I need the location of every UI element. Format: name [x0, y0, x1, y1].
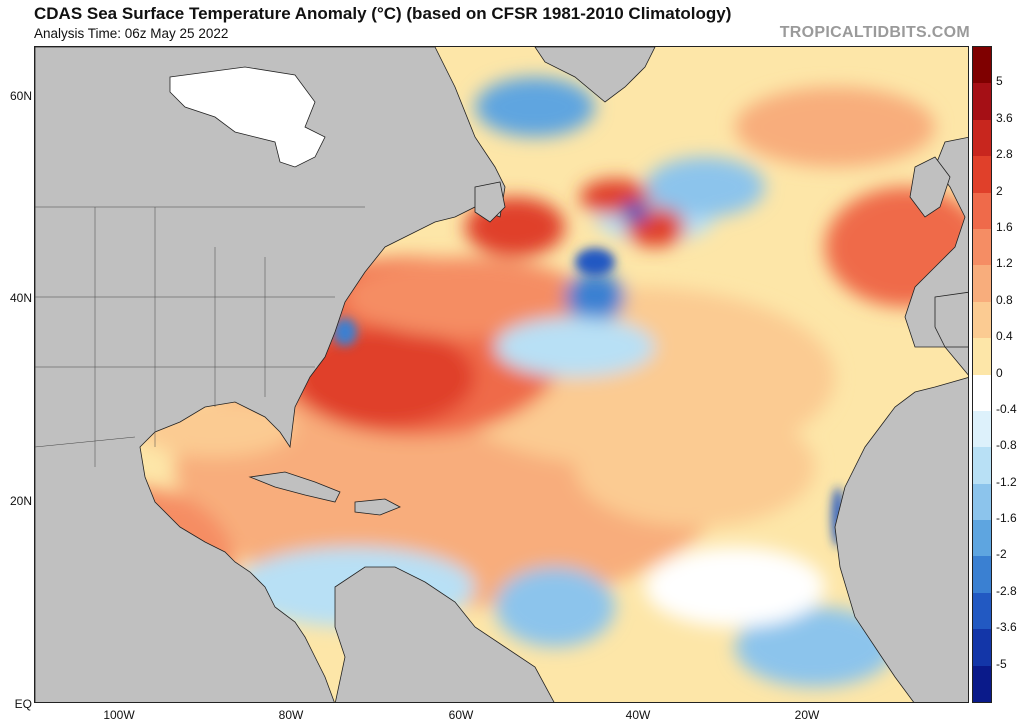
- colorbar-swatch: [973, 520, 991, 557]
- colorbar-swatch: [973, 338, 991, 375]
- africa-landmass: [834, 377, 968, 702]
- newfoundland: [474, 181, 506, 223]
- greenland-landmass: [534, 47, 656, 103]
- colorbar-tick-label: -5: [996, 656, 1007, 671]
- colorbar-tick-label: 0.4: [996, 329, 1013, 344]
- colorbar-swatch: [973, 665, 991, 703]
- watermark: TROPICALTIDBITS.COM: [779, 24, 970, 41]
- colorbar-swatch: [973, 374, 991, 412]
- colorbar-tick-label: 0.8: [996, 292, 1013, 307]
- colorbar-tick-label: 0: [996, 365, 1003, 380]
- lat-label-eq: EQ: [14, 697, 32, 711]
- colorbar-swatch: [973, 265, 991, 303]
- colorbar-swatch: [973, 447, 991, 485]
- colorbar-tick-label: 3.6: [996, 110, 1013, 125]
- lon-label-80w: 80W: [278, 708, 304, 722]
- map-title: CDAS Sea Surface Temperature Anomaly (°C…: [34, 4, 732, 23]
- colorbar-swatch: [973, 592, 991, 630]
- british-isles: [909, 156, 951, 218]
- south-america-landmass: [334, 566, 555, 702]
- sst-anomaly-map: [34, 46, 969, 703]
- land-layer: [35, 47, 968, 702]
- colorbar-swatch: [973, 192, 991, 230]
- colorbar-swatch: [973, 47, 991, 84]
- colorbar-tick-label: -0.4: [996, 401, 1017, 416]
- colorbar-tick-label: -0.8: [996, 438, 1017, 453]
- anomaly-field: [35, 47, 968, 702]
- colorbar-swatch: [973, 156, 991, 194]
- colorbar-swatch: [973, 119, 991, 157]
- borders: [35, 206, 365, 467]
- colorbar-swatch: [973, 629, 991, 667]
- cuba: [248, 471, 341, 503]
- colorbar-tick-label: 1.6: [996, 219, 1013, 234]
- colorbar-swatch: [973, 483, 991, 521]
- colorbar-tick-label: 2: [996, 183, 1003, 198]
- colorbar-tick-label: 1.2: [996, 256, 1013, 271]
- colorbar-swatch: [973, 410, 991, 448]
- colorbar: [972, 46, 992, 703]
- colorbar-swatch: [973, 83, 991, 121]
- colorbar-tick-label: 2.8: [996, 147, 1013, 162]
- lon-label-40w: 40W: [625, 708, 651, 722]
- lon-label-20w: 20W: [794, 708, 820, 722]
- colorbar-tick-label: -2: [996, 547, 1007, 562]
- colorbar-swatch: [973, 301, 991, 339]
- iberia: [934, 291, 968, 348]
- colorbar-tick-label: -1.2: [996, 474, 1017, 489]
- lat-label-20n: 20N: [9, 494, 32, 508]
- lat-label-40n: 40N: [9, 291, 32, 305]
- lon-label-100w: 100W: [103, 708, 135, 722]
- lon-label-60w: 60W: [448, 708, 474, 722]
- colorbar-swatch: [973, 556, 991, 594]
- colorbar-tick-label: -3.6: [996, 620, 1017, 635]
- hispaniola: [354, 498, 401, 516]
- hudson-bay-ice: [169, 66, 326, 168]
- analysis-time: Analysis Time: 06z May 25 2022: [34, 26, 229, 41]
- colorbar-tick-label: -2.8: [996, 583, 1017, 598]
- colorbar-tick-label: 5: [996, 74, 1003, 89]
- colorbar-swatch: [973, 228, 991, 266]
- colorbar-tick-label: -1.6: [996, 511, 1017, 526]
- lat-label-60n: 60N: [9, 89, 32, 103]
